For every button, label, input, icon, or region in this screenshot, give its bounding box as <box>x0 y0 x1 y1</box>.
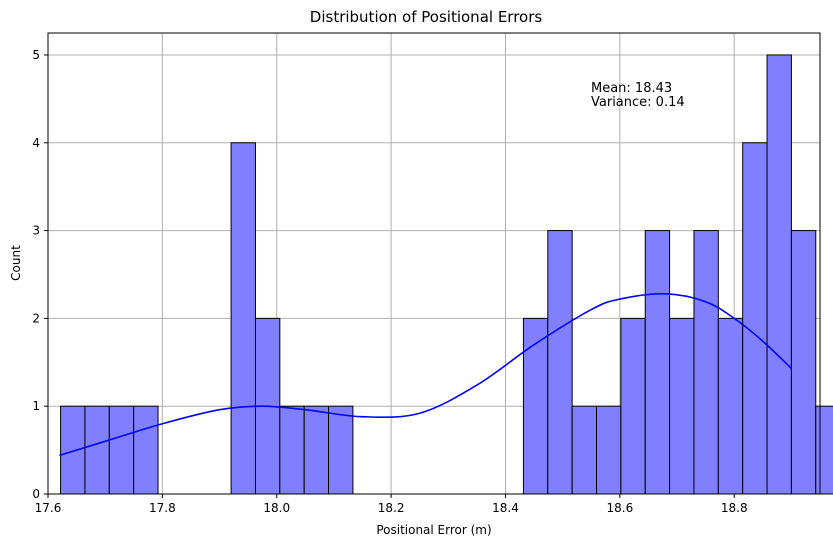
histogram-bar <box>279 405 305 495</box>
histogram-bar <box>328 405 354 495</box>
y-tick-label: 2 <box>32 311 40 325</box>
kde-curve <box>59 292 792 457</box>
x-tick-label: 17.8 <box>149 501 176 515</box>
histogram-bar <box>717 317 744 495</box>
y-tick-label: 3 <box>32 224 40 238</box>
histogram-bar <box>522 317 549 495</box>
y-tick-label: 4 <box>32 136 40 150</box>
histogram-bar <box>84 405 110 495</box>
x-axis-ticks: 17.6 17.8 18.0 18.2 18.4 18.6 18.8 <box>35 494 748 515</box>
histogram-bars <box>60 54 833 495</box>
histogram-bar <box>790 230 817 495</box>
histogram-bar <box>303 405 330 495</box>
y-tick-label: 0 <box>32 487 40 501</box>
x-tick-label: 18.6 <box>606 501 633 515</box>
histogram-bar <box>815 405 833 495</box>
histogram-bar <box>133 405 159 495</box>
mean-annotation: Mean: 18.43 <box>591 81 672 96</box>
histogram-bar <box>230 142 256 495</box>
x-axis-label: Positional Error (m) <box>376 523 491 537</box>
x-tick-label: 18.2 <box>378 501 405 515</box>
histogram-bar <box>693 230 719 495</box>
y-tick-label: 1 <box>32 399 40 413</box>
y-axis-label: Count <box>9 245 23 281</box>
histogram-bar <box>644 230 671 495</box>
histogram-bar <box>571 405 598 495</box>
plot-frame <box>47 32 821 495</box>
histogram-bar <box>547 230 573 495</box>
histogram-bar <box>60 405 86 495</box>
y-axis-ticks: 0 1 2 3 4 5 <box>32 48 48 501</box>
chart-title: Distribution of Positional Errors <box>310 8 543 26</box>
histogram-bar <box>669 317 695 495</box>
histogram-bar <box>742 142 768 495</box>
histogram-bar <box>108 405 135 495</box>
y-tick-label: 5 <box>32 48 40 62</box>
variance-annotation: Variance: 0.14 <box>591 95 685 110</box>
histogram-bar <box>596 405 622 495</box>
x-tick-label: 18.0 <box>263 501 290 515</box>
x-tick-label: 17.6 <box>35 501 62 515</box>
x-tick-label: 18.4 <box>492 501 519 515</box>
histogram-bar <box>620 317 646 495</box>
x-tick-label: 18.8 <box>721 501 748 515</box>
histogram-bar <box>766 54 792 495</box>
